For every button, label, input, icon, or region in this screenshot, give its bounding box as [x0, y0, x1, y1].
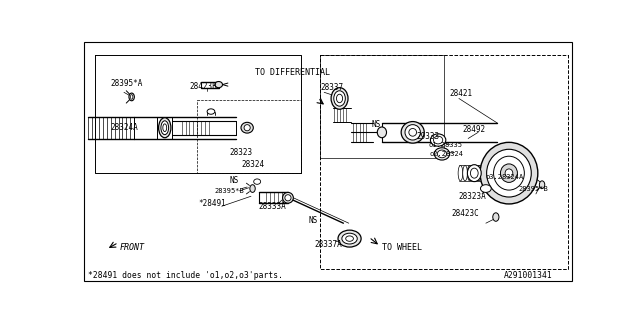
Ellipse shape — [467, 165, 472, 181]
Text: 28333A: 28333A — [259, 202, 287, 211]
Ellipse shape — [331, 88, 348, 109]
Ellipse shape — [253, 179, 260, 184]
Text: 28323: 28323 — [230, 148, 253, 157]
Ellipse shape — [244, 124, 250, 131]
Ellipse shape — [480, 142, 538, 204]
Ellipse shape — [405, 124, 420, 140]
Text: NS: NS — [371, 120, 380, 129]
Ellipse shape — [458, 165, 463, 181]
Text: o2.28324: o2.28324 — [429, 151, 463, 157]
Ellipse shape — [129, 93, 134, 101]
Text: 29333: 29333 — [417, 132, 440, 141]
Text: 28337: 28337 — [320, 83, 344, 92]
Text: A291001341: A291001341 — [504, 271, 552, 280]
Ellipse shape — [493, 156, 524, 190]
Ellipse shape — [481, 185, 492, 192]
Ellipse shape — [435, 148, 450, 160]
Ellipse shape — [472, 165, 477, 181]
Text: *28491: *28491 — [198, 199, 227, 208]
Ellipse shape — [283, 192, 293, 203]
Ellipse shape — [467, 165, 481, 182]
Ellipse shape — [342, 233, 357, 244]
Ellipse shape — [241, 122, 253, 133]
Text: 28323A: 28323A — [459, 192, 486, 201]
Text: 28395*B: 28395*B — [214, 188, 244, 194]
Ellipse shape — [477, 165, 481, 181]
Ellipse shape — [486, 149, 531, 197]
Ellipse shape — [334, 91, 346, 106]
Text: o3.28324A: o3.28324A — [486, 174, 524, 180]
Ellipse shape — [215, 82, 223, 88]
Ellipse shape — [159, 118, 171, 138]
Ellipse shape — [437, 150, 447, 158]
Text: o1.28335: o1.28335 — [428, 142, 462, 148]
Ellipse shape — [409, 129, 417, 136]
Ellipse shape — [401, 122, 424, 143]
Text: 28395*B: 28395*B — [518, 186, 548, 192]
Ellipse shape — [207, 109, 215, 114]
Text: 28324A: 28324A — [111, 123, 139, 132]
Text: 28423B: 28423B — [189, 82, 217, 91]
Ellipse shape — [338, 230, 361, 247]
Text: 28324: 28324 — [242, 160, 265, 169]
Text: TO DIFFERENTIAL: TO DIFFERENTIAL — [255, 68, 330, 77]
Ellipse shape — [493, 213, 499, 221]
Text: 28492: 28492 — [463, 125, 486, 134]
Ellipse shape — [163, 124, 166, 132]
Text: 28421: 28421 — [450, 89, 473, 98]
Text: NS: NS — [230, 176, 239, 185]
Text: 28423C: 28423C — [451, 210, 479, 219]
Ellipse shape — [500, 164, 517, 182]
Ellipse shape — [337, 94, 342, 103]
Ellipse shape — [378, 127, 387, 138]
Ellipse shape — [431, 134, 446, 146]
Ellipse shape — [161, 121, 168, 135]
Ellipse shape — [250, 185, 255, 192]
Text: 28395*A: 28395*A — [111, 78, 143, 88]
Ellipse shape — [505, 169, 513, 177]
Ellipse shape — [463, 165, 467, 181]
Ellipse shape — [285, 195, 291, 201]
Text: *28491 does not include 'o1,o2,o3'parts.: *28491 does not include 'o1,o2,o3'parts. — [88, 271, 283, 280]
Ellipse shape — [433, 136, 443, 144]
Ellipse shape — [131, 95, 133, 99]
Ellipse shape — [540, 181, 545, 188]
Ellipse shape — [346, 236, 353, 241]
Text: TO WHEEL: TO WHEEL — [382, 243, 422, 252]
Text: FRONT: FRONT — [120, 243, 145, 252]
Text: NS: NS — [308, 216, 318, 225]
Text: 28337A: 28337A — [314, 240, 342, 249]
Ellipse shape — [470, 168, 478, 178]
